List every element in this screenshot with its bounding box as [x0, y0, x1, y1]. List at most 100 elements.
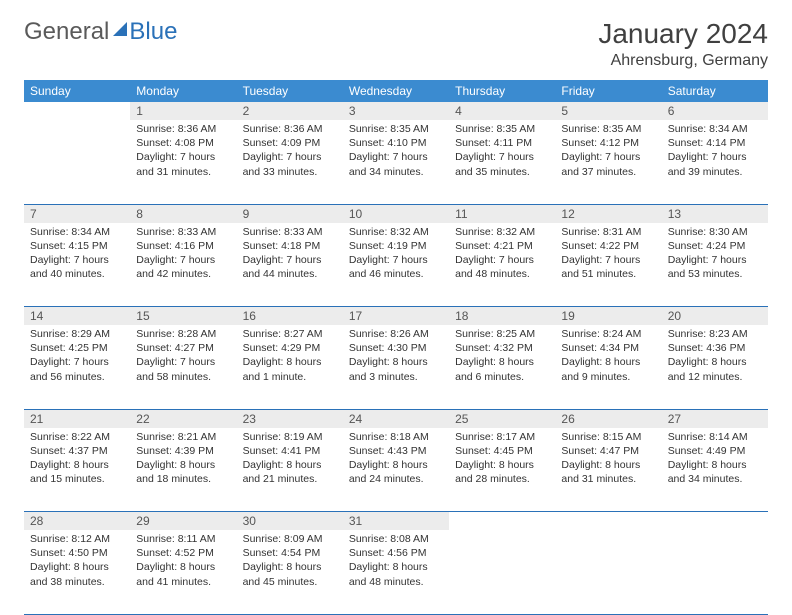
day-line: Sunset: 4:21 PM — [455, 239, 549, 253]
day-line: and 42 minutes. — [136, 267, 230, 281]
day-line: Daylight: 8 hours — [349, 458, 443, 472]
daynum-cell: 6 — [662, 102, 768, 120]
day-line: Sunrise: 8:36 AM — [243, 122, 337, 136]
day-content — [24, 120, 130, 128]
day-line: Sunrise: 8:28 AM — [136, 327, 230, 341]
day-line: and 41 minutes. — [136, 575, 230, 589]
day-content: Sunrise: 8:09 AMSunset: 4:54 PMDaylight:… — [237, 530, 343, 595]
day-number: 19 — [555, 307, 661, 325]
logo-text-1: General — [24, 18, 109, 46]
day-line: Sunset: 4:12 PM — [561, 136, 655, 150]
day-line: Daylight: 8 hours — [243, 355, 337, 369]
day-line: Sunrise: 8:09 AM — [243, 532, 337, 546]
day-line: Daylight: 8 hours — [668, 355, 762, 369]
day-line: and 35 minutes. — [455, 165, 549, 179]
daynum-cell: 21 — [24, 409, 130, 428]
day-line: Sunset: 4:54 PM — [243, 546, 337, 560]
day-line: and 34 minutes. — [349, 165, 443, 179]
daynum-cell: 4 — [449, 102, 555, 120]
daynum-cell: 31 — [343, 512, 449, 531]
weekday-header: Friday — [555, 80, 661, 102]
day-number: 3 — [343, 102, 449, 120]
day-line: Sunrise: 8:35 AM — [561, 122, 655, 136]
day-content: Sunrise: 8:35 AMSunset: 4:11 PMDaylight:… — [449, 120, 555, 185]
weekday-header-row: SundayMondayTuesdayWednesdayThursdayFrid… — [24, 80, 768, 102]
daynum-row: 78910111213 — [24, 204, 768, 223]
week-row: Sunrise: 8:34 AMSunset: 4:15 PMDaylight:… — [24, 223, 768, 307]
day-line: Daylight: 8 hours — [136, 560, 230, 574]
weekday-header: Thursday — [449, 80, 555, 102]
day-cell: Sunrise: 8:34 AMSunset: 4:15 PMDaylight:… — [24, 223, 130, 307]
day-content: Sunrise: 8:26 AMSunset: 4:30 PMDaylight:… — [343, 325, 449, 390]
day-line: Sunrise: 8:35 AM — [349, 122, 443, 136]
day-line: Sunset: 4:34 PM — [561, 341, 655, 355]
day-content: Sunrise: 8:36 AMSunset: 4:09 PMDaylight:… — [237, 120, 343, 185]
day-cell: Sunrise: 8:31 AMSunset: 4:22 PMDaylight:… — [555, 223, 661, 307]
day-line: Daylight: 7 hours — [668, 253, 762, 267]
day-line: Sunset: 4:39 PM — [136, 444, 230, 458]
day-number: 20 — [662, 307, 768, 325]
daynum-cell: 16 — [237, 307, 343, 326]
day-line: Daylight: 7 hours — [455, 253, 549, 267]
day-line: Daylight: 7 hours — [349, 150, 443, 164]
day-number: 22 — [130, 410, 236, 428]
day-line: and 18 minutes. — [136, 472, 230, 486]
daynum-cell: 18 — [449, 307, 555, 326]
logo: General Blue — [24, 18, 177, 46]
day-number: 29 — [130, 512, 236, 530]
day-line: Daylight: 7 hours — [243, 253, 337, 267]
day-line: Sunrise: 8:29 AM — [30, 327, 124, 341]
day-number: 26 — [555, 410, 661, 428]
daynum-cell: 28 — [24, 512, 130, 531]
day-line: Daylight: 7 hours — [136, 253, 230, 267]
week-row: Sunrise: 8:29 AMSunset: 4:25 PMDaylight:… — [24, 325, 768, 409]
day-cell: Sunrise: 8:12 AMSunset: 4:50 PMDaylight:… — [24, 530, 130, 614]
title-block: January 2024 Ahrensburg, Germany — [598, 18, 768, 70]
day-number: 9 — [237, 205, 343, 223]
day-cell: Sunrise: 8:15 AMSunset: 4:47 PMDaylight:… — [555, 428, 661, 512]
day-line: Daylight: 8 hours — [243, 560, 337, 574]
daynum-cell: 22 — [130, 409, 236, 428]
day-line: Daylight: 8 hours — [455, 355, 549, 369]
daynum-cell: 27 — [662, 409, 768, 428]
day-cell: Sunrise: 8:27 AMSunset: 4:29 PMDaylight:… — [237, 325, 343, 409]
day-line: Daylight: 8 hours — [561, 355, 655, 369]
day-content: Sunrise: 8:08 AMSunset: 4:56 PMDaylight:… — [343, 530, 449, 595]
day-cell — [555, 530, 661, 614]
day-line: Sunrise: 8:33 AM — [136, 225, 230, 239]
day-number — [555, 512, 661, 516]
daynum-cell: 5 — [555, 102, 661, 120]
day-line: Daylight: 8 hours — [136, 458, 230, 472]
day-line: and 34 minutes. — [668, 472, 762, 486]
day-number: 16 — [237, 307, 343, 325]
day-line: Sunrise: 8:36 AM — [136, 122, 230, 136]
day-cell: Sunrise: 8:24 AMSunset: 4:34 PMDaylight:… — [555, 325, 661, 409]
day-number: 25 — [449, 410, 555, 428]
day-cell — [24, 120, 130, 204]
day-content: Sunrise: 8:35 AMSunset: 4:12 PMDaylight:… — [555, 120, 661, 185]
day-line: Sunrise: 8:08 AM — [349, 532, 443, 546]
day-line: Sunset: 4:32 PM — [455, 341, 549, 355]
day-number: 18 — [449, 307, 555, 325]
day-line: Sunset: 4:47 PM — [561, 444, 655, 458]
day-line: Sunrise: 8:26 AM — [349, 327, 443, 341]
day-cell: Sunrise: 8:33 AMSunset: 4:16 PMDaylight:… — [130, 223, 236, 307]
day-cell: Sunrise: 8:21 AMSunset: 4:39 PMDaylight:… — [130, 428, 236, 512]
daynum-cell: 11 — [449, 204, 555, 223]
day-line: Sunset: 4:50 PM — [30, 546, 124, 560]
day-content: Sunrise: 8:19 AMSunset: 4:41 PMDaylight:… — [237, 428, 343, 493]
day-content: Sunrise: 8:32 AMSunset: 4:21 PMDaylight:… — [449, 223, 555, 288]
day-number: 4 — [449, 102, 555, 120]
day-line: Sunset: 4:24 PM — [668, 239, 762, 253]
day-line: and 48 minutes. — [455, 267, 549, 281]
day-line: Sunset: 4:10 PM — [349, 136, 443, 150]
day-cell — [449, 530, 555, 614]
day-content: Sunrise: 8:12 AMSunset: 4:50 PMDaylight:… — [24, 530, 130, 595]
day-content: Sunrise: 8:25 AMSunset: 4:32 PMDaylight:… — [449, 325, 555, 390]
day-line: Sunrise: 8:12 AM — [30, 532, 124, 546]
day-line: Daylight: 7 hours — [136, 150, 230, 164]
daynum-cell: 19 — [555, 307, 661, 326]
day-number — [24, 102, 130, 106]
day-line: and 31 minutes. — [136, 165, 230, 179]
day-number — [449, 512, 555, 516]
